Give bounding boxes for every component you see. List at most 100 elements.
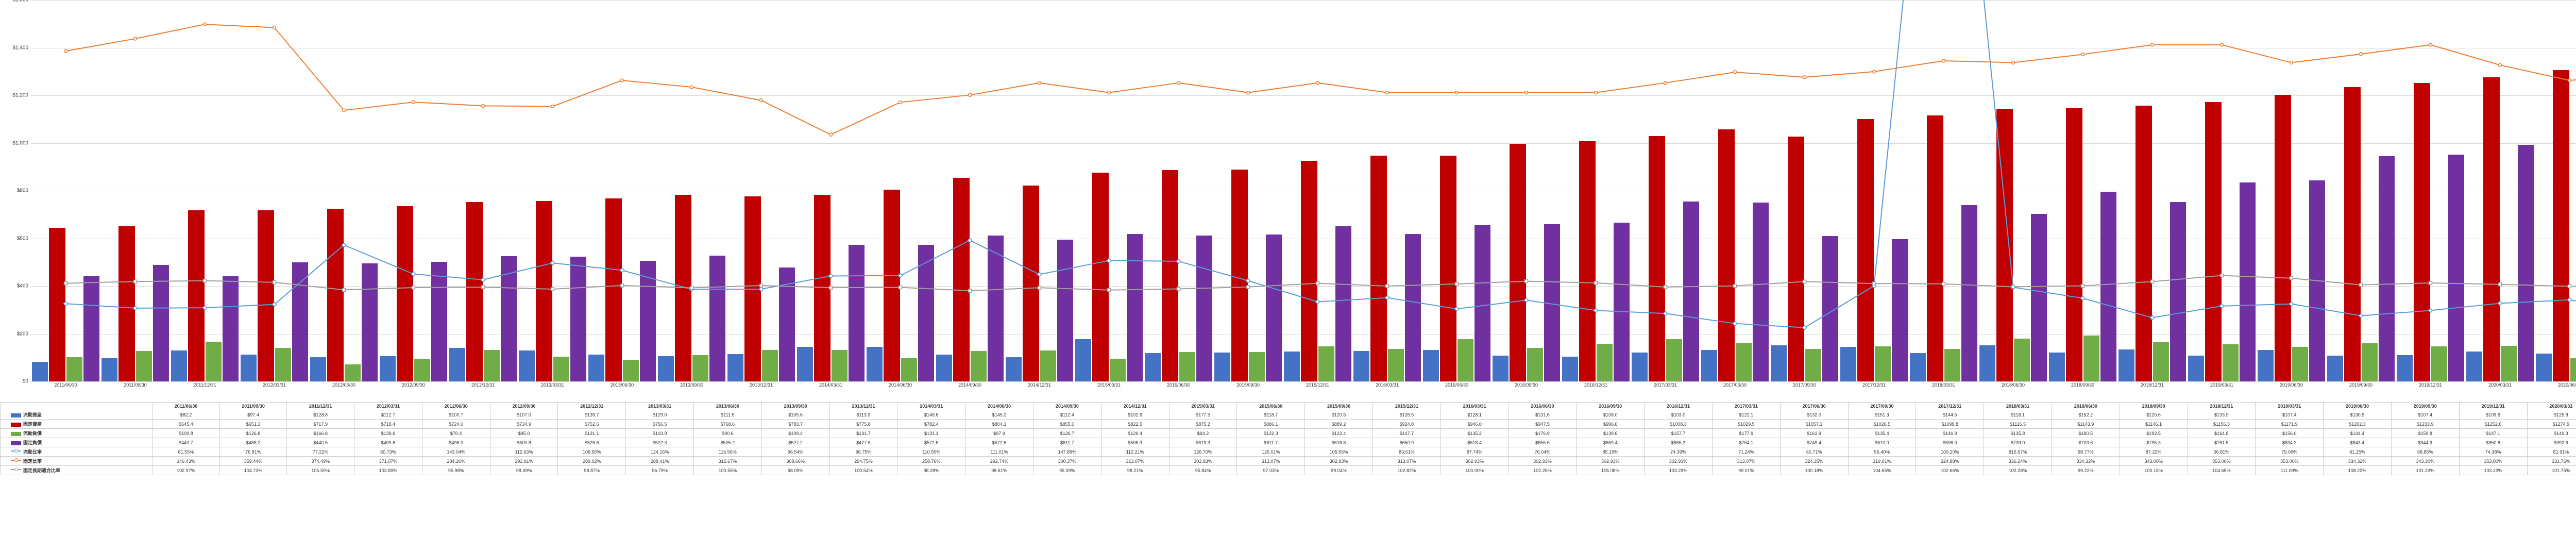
bar-fixed_liabilities	[1475, 225, 1490, 381]
table-cell: $70.4	[422, 429, 490, 438]
table-cell: $875.2	[1169, 420, 1237, 429]
table-cell: 83.51%	[1372, 447, 1440, 457]
table-cell: $739.0	[1984, 438, 2052, 447]
x-axis-label: 2018/06/30	[1978, 382, 2048, 388]
table-period-header: 2015/03/31	[1169, 403, 1237, 410]
period-column: 2015/12/31	[1283, 0, 1352, 381]
table-cell: 313.07%	[1712, 457, 1780, 466]
period-column: 2016/06/30	[1422, 0, 1492, 381]
table-cell: 95.98%	[422, 466, 490, 475]
bar-current_liabilities	[2362, 343, 2378, 381]
bar-current_assets	[2397, 355, 2413, 381]
table-cell: 319.01%	[1848, 457, 1916, 466]
bar-fixed_assets	[536, 201, 552, 381]
y-left-tick: $400	[3, 283, 28, 289]
bar-current_liabilities	[1040, 350, 1056, 381]
bar-current_liabilities	[553, 357, 569, 381]
period-column: 2012/03/31	[240, 0, 309, 381]
table-cell: 81.25%	[2324, 447, 2392, 457]
table-cell: $665.3	[1645, 438, 1713, 447]
table-cell: $645.4	[152, 420, 220, 429]
y-left-tick: $0	[3, 379, 28, 384]
table-cell: $1233.9	[2391, 420, 2459, 429]
x-axis-label: 2017/09/30	[1770, 382, 1839, 388]
table-row: 流動資産$82.2$97.4$128.8$112.7$100.7$107.0$1…	[1, 410, 2576, 420]
table-cell: $751.5	[2188, 438, 2256, 447]
table-period-header: 2013/09/30	[761, 403, 829, 410]
table-cell: 79.06%	[2256, 447, 2324, 457]
table-cell: $1252.6	[2459, 420, 2527, 429]
bar-fixed_assets	[1718, 129, 1734, 381]
bar-current_assets	[1562, 357, 1578, 381]
period-column: 2015/09/30	[1213, 0, 1283, 381]
table-cell: 105.08%	[1577, 466, 1645, 475]
row-header: 固定負債	[1, 438, 152, 447]
table-cell: $992.6	[2527, 438, 2576, 447]
bar-fixed_liabilities	[1683, 202, 1699, 381]
table-cell: 292.91%	[490, 457, 558, 466]
table-cell: $889.2	[1305, 420, 1373, 429]
bar-fixed_assets	[1092, 173, 1108, 381]
period-column: 2020/06/30	[2535, 0, 2576, 381]
bar-fixed_liabilities	[223, 276, 239, 381]
table-cell: 108.22%	[2324, 466, 2392, 475]
bar-current_assets	[2536, 354, 2552, 381]
table-cell: 98.39%	[490, 466, 558, 475]
table-cell: $1008.3	[1645, 420, 1713, 429]
table-period-header: 2018/09/30	[2120, 403, 2188, 410]
bar-fixed_assets	[1510, 144, 1526, 381]
period-column: 2016/03/31	[1352, 0, 1422, 381]
x-axis-label: 2015/09/30	[1213, 382, 1283, 388]
table-cell: 101.75%	[2527, 466, 2576, 475]
table-cell: $103.0	[1645, 410, 1713, 420]
table-cell: 87.22%	[2120, 447, 2188, 457]
table-cell: 353.00%	[2256, 457, 2324, 466]
table-cell: 103.23%	[2459, 466, 2527, 475]
table-cell: $616.8	[1305, 438, 1373, 447]
bar-current_assets	[1493, 356, 1509, 381]
table-period-header: 2017/09/30	[1848, 403, 1916, 410]
bar-fixed_assets	[1927, 115, 1943, 381]
bar-current_liabilities	[2292, 347, 2308, 381]
bar-fixed_liabilities	[2309, 180, 2325, 381]
x-axis-label: 2012/12/31	[448, 382, 518, 388]
table-cell: $946.0	[1440, 420, 1509, 429]
table-period-header: 2014/06/30	[965, 403, 1033, 410]
table-cell: $477.6	[829, 438, 897, 447]
table-cell: $113.9	[829, 410, 897, 420]
table-period-header: 2018/06/30	[2052, 403, 2120, 410]
table-cell: 98.21%	[1101, 466, 1169, 475]
bar-current_liabilities	[1318, 346, 1334, 381]
table-cell: 124.16%	[626, 447, 694, 457]
table-cell: $135.8	[1984, 429, 2052, 438]
table-cell: 101.23%	[2391, 466, 2459, 475]
period-column: 2017/09/30	[1770, 0, 1839, 381]
table-cell: $164.8	[2188, 429, 2256, 438]
bar-fixed_liabilities	[570, 257, 586, 381]
bar-fixed_assets	[2483, 77, 2499, 381]
bar-current_liabilities	[1179, 352, 1195, 381]
bar-fixed_assets	[1788, 137, 1804, 381]
x-axis-label: 2011/06/30	[31, 382, 100, 388]
period-column: 2019/12/31	[2396, 0, 2465, 381]
x-axis-label: 2016/03/31	[1352, 382, 1422, 388]
table-cell: 85.19%	[1577, 447, 1645, 457]
table-cell: $440.5	[287, 438, 354, 447]
bar-current_assets	[1910, 353, 1926, 381]
period-column: 2018/03/31	[1909, 0, 1978, 381]
bar-fixed_liabilities	[153, 265, 169, 381]
table-cell: $595.3	[1101, 438, 1169, 447]
table-cell: $128.1	[1440, 410, 1509, 420]
table-cell: 102.82%	[1372, 466, 1440, 475]
table-cell: $151.3	[1848, 410, 1916, 420]
period-column: 2014/06/30	[866, 0, 935, 381]
period-column: 2015/03/31	[1074, 0, 1144, 381]
table-cell: 96.75%	[829, 447, 897, 457]
x-axis-label: 2016/06/30	[1422, 382, 1492, 388]
bar-current_assets	[2327, 356, 2343, 381]
table-cell: $950.8	[2459, 438, 2527, 447]
bar-fixed_liabilities	[1544, 224, 1560, 381]
table-cell: $1202.3	[2324, 420, 2392, 429]
table-cell: 81.91%	[2527, 447, 2576, 457]
table-cell: 289.02%	[558, 457, 626, 466]
